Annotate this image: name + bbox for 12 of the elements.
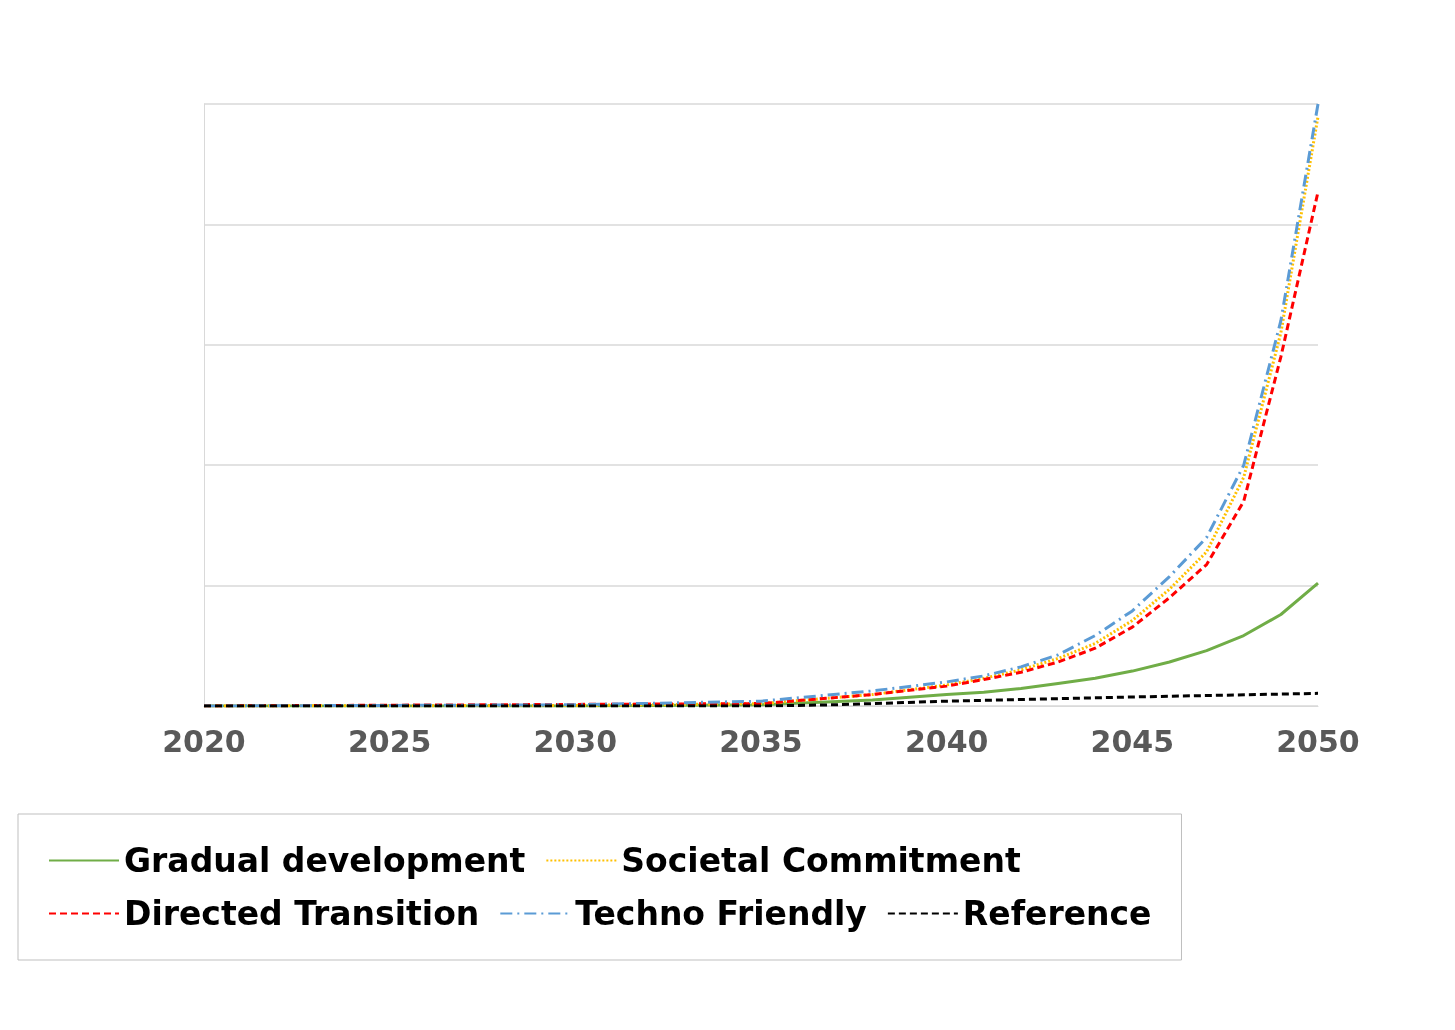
x-tick-label: 2045: [1090, 723, 1175, 759]
legend-label: Reference: [962, 894, 1152, 933]
x-tick-label: 2030: [533, 723, 618, 759]
x-tick-label: 2025: [347, 723, 432, 759]
x-tick-label: 2035: [719, 723, 803, 759]
x-tick-label: 2040: [904, 723, 989, 759]
legend-label: Gradual development: [124, 841, 526, 880]
x-tick-label: 2050: [1276, 723, 1360, 759]
legend-label: Directed Transition: [124, 894, 480, 933]
legend-label: Techno Friendly: [575, 894, 867, 933]
x-tick-label: 2020: [162, 723, 246, 759]
legend-label: Societal Commitment: [621, 841, 1021, 880]
